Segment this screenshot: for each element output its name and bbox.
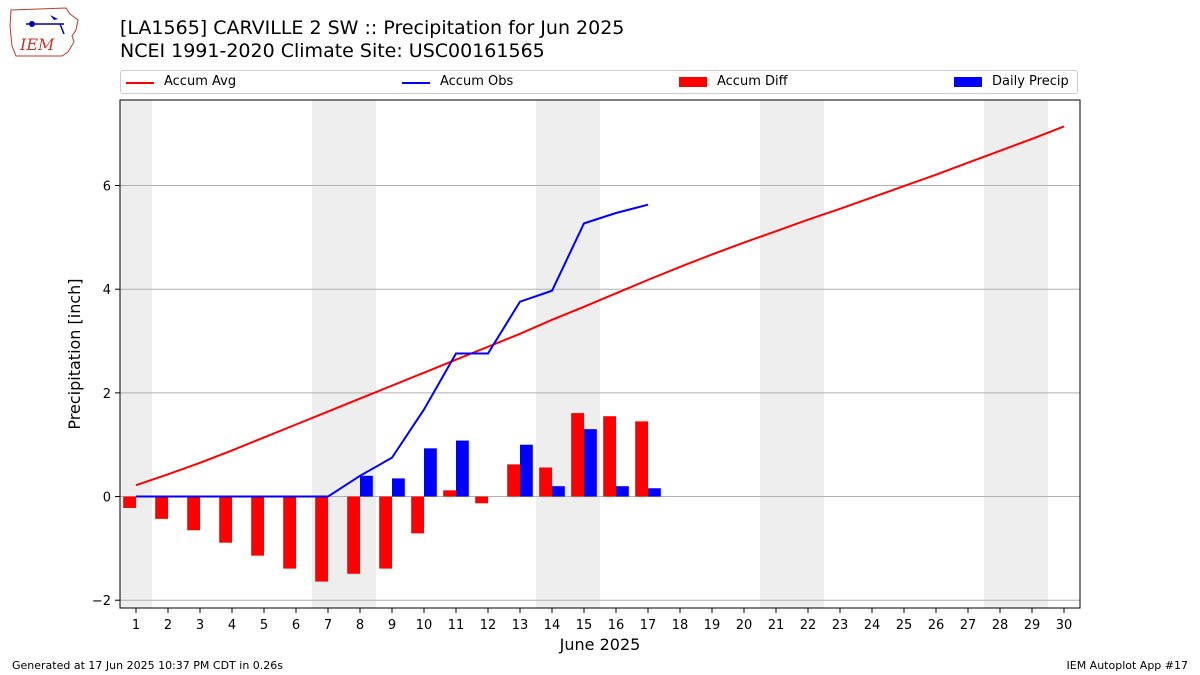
x-tick-label: 14 [544,618,561,633]
anemometer-icon [59,23,65,35]
accum-diff-bar [443,490,456,497]
accum-diff-bar [507,464,520,497]
accum-diff-bar [251,496,264,556]
x-tick-label: 10 [416,618,433,633]
y-tick-label: 4 [103,283,111,298]
x-tick-label: 12 [480,618,497,633]
y-axis-label: Precipitation [inch] [65,278,84,429]
y-tick-label: 6 [103,180,111,195]
x-tick-label: 7 [324,618,332,633]
weekend-shade [984,100,1016,608]
iem-logo: IEM [9,7,79,57]
accum-diff-bar [283,496,296,569]
x-tick-label: 16 [608,618,625,633]
x-tick-label: 3 [196,618,204,633]
daily-precip-bar [520,444,533,497]
x-tick-label: 1 [132,618,140,633]
chart-title: [LA1565] CARVILLE 2 SW :: Precipitation … [120,17,625,39]
accum-diff-bar [539,467,552,497]
accum-diff-bar [635,421,648,497]
legend-label-accum-diff: Accum Diff [717,74,788,89]
accum-diff-bar [155,496,168,519]
accum-diff-bar [187,496,200,531]
accum-diff-bar [347,496,360,574]
daily-precip-bar [552,486,565,497]
x-tick-label: 11 [448,618,465,633]
accum-diff-bar [603,416,616,497]
x-tick-label: 19 [704,618,721,633]
x-tick-label: 6 [292,618,300,633]
accum-diff-bar [219,496,232,543]
app-credit: IEM Autoplot App #17 [1066,659,1189,672]
x-tick-label: 4 [228,618,236,633]
logo-text: IEM [19,35,55,54]
x-tick-label: 15 [576,618,593,633]
legend-swatch-accum-obs [402,82,430,84]
weekend-shade [120,100,152,608]
weekend-shade [792,100,824,608]
legend-label-accum-obs: Accum Obs [440,74,514,89]
weekend-shade [568,100,600,608]
legend-label-daily-precip: Daily Precip [992,74,1069,89]
wind-vane-icon [50,15,58,20]
daily-precip-bar [360,475,373,497]
weekend-shade [1016,100,1048,608]
x-tick-label: 26 [928,618,945,633]
accum-diff-bar [315,496,328,582]
rain-gauge-icon [29,21,35,27]
weekend-shade [536,100,568,608]
plot-frame [119,99,1081,609]
legend-swatch-accum-diff [679,77,707,87]
chart-legend: Accum Avg Accum Obs Accum Diff Daily Pre… [120,70,1078,94]
accum-diff-bar [411,496,424,534]
accum-diff-bar [475,496,488,504]
x-tick-label: 2 [164,618,172,633]
y-tick-label: −2 [92,594,111,609]
accum-diff-bar [571,413,584,497]
accum-diff-bar [379,496,392,569]
x-tick-label: 8 [356,618,364,633]
y-tick-label: 2 [103,387,111,402]
daily-precip-bar [584,429,597,497]
x-tick-label: 29 [1024,618,1041,633]
x-tick-label: 23 [832,618,849,633]
x-axis-label: June 2025 [559,635,641,654]
generated-timestamp: Generated at 17 Jun 2025 10:37 PM CDT in… [12,659,284,672]
x-tick-label: 18 [672,618,689,633]
x-tick-label: 5 [260,618,268,633]
daily-precip-bar [424,448,437,497]
chart-subtitle: NCEI 1991-2020 Climate Site: USC00161565 [120,40,545,62]
daily-precip-bar [616,486,629,497]
x-tick-label: 24 [864,618,881,633]
x-tick-label: 21 [768,618,785,633]
x-tick-label: 17 [640,618,657,633]
x-tick-label: 22 [800,618,817,633]
daily-precip-bar [456,440,469,497]
daily-precip-bar [648,488,661,497]
x-tick-label: 25 [896,618,913,633]
x-tick-label: 9 [388,618,396,633]
accum-obs-line [136,203,649,498]
y-tick-label: 0 [103,491,111,506]
legend-swatch-accum-avg [126,82,154,84]
iowa-outline-shape [9,7,79,57]
daily-precip-bar [392,478,405,497]
x-tick-label: 28 [992,618,1009,633]
weekend-shade [760,100,792,608]
accum-avg-line [135,125,1065,487]
x-tick-label: 30 [1056,618,1073,633]
legend-label-accum-avg: Accum Avg [164,74,237,89]
x-tick-label: 20 [736,618,753,633]
x-tick-label: 27 [960,618,977,633]
accum-diff-bar [123,496,136,508]
legend-swatch-daily-precip [954,77,982,87]
x-tick-label: 13 [512,618,529,633]
